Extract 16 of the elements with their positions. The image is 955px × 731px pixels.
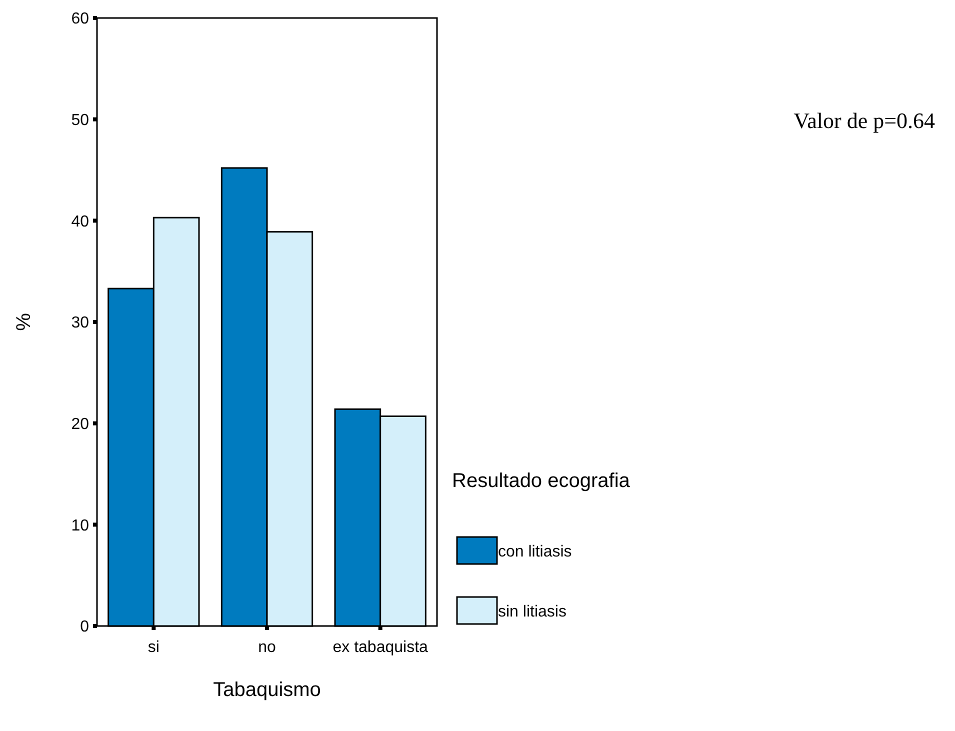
legend-label: sin litiasis bbox=[498, 604, 566, 621]
text: Valor de p=0.64 bbox=[794, 108, 935, 133]
legend-label: con litiasis bbox=[498, 544, 572, 561]
x-tick-label: si bbox=[148, 639, 160, 656]
legend-title: Resultado ecografia bbox=[452, 470, 631, 492]
y-tick-label: 10 bbox=[71, 517, 90, 534]
y-tick-label: 0 bbox=[80, 618, 90, 636]
y-tick-label: 20 bbox=[71, 416, 90, 433]
y-axis-title: % bbox=[13, 312, 35, 331]
y-tick-label: 50 bbox=[71, 112, 90, 129]
x-tick-label: ex tabaquista bbox=[332, 639, 428, 656]
y-tick-label: 30 bbox=[71, 314, 90, 332]
x-tick-label: no bbox=[258, 639, 276, 656]
y-tick-label: 60 bbox=[71, 10, 90, 28]
y-tick-label: 40 bbox=[71, 213, 90, 230]
x-axis-title: Tabaquismo bbox=[213, 679, 321, 701]
